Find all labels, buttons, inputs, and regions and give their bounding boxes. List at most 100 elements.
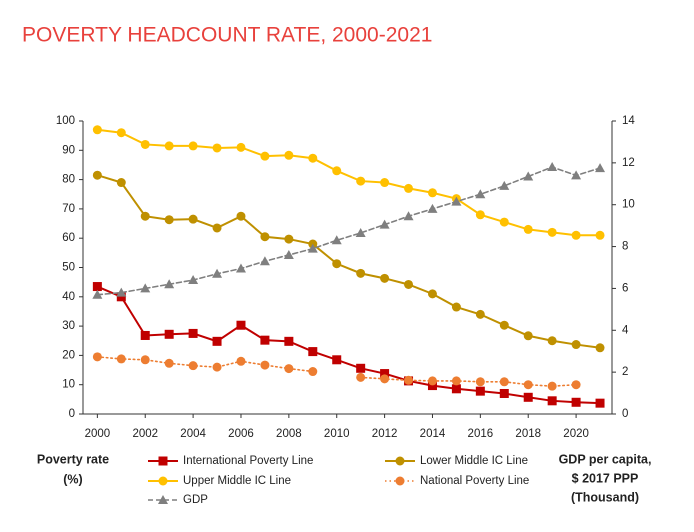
data-point [451, 196, 462, 206]
data-point [284, 234, 294, 244]
y2-tick-label: 10 [622, 199, 635, 211]
data-point [188, 214, 198, 224]
y2-tick-label: 12 [622, 157, 635, 169]
y-tick-label: 90 [62, 144, 75, 156]
y-tick-label: 60 [62, 232, 75, 244]
data-point [499, 388, 509, 398]
x-tick-label: 2000 [85, 428, 111, 440]
data-point [212, 143, 222, 153]
y-tick-label: 10 [62, 379, 75, 391]
data-point [116, 178, 126, 188]
series-line [96, 166, 601, 296]
data-point [260, 335, 270, 345]
data-point [595, 398, 605, 408]
data-point [235, 263, 246, 273]
data-point [451, 384, 461, 394]
data-point [356, 268, 366, 278]
data-point [523, 392, 533, 402]
legend-label: Upper Middle IC Line [183, 475, 291, 487]
legend-label: GDP [183, 494, 208, 506]
data-point [308, 367, 318, 377]
data-point [260, 151, 270, 161]
data-point [284, 150, 294, 160]
data-point [523, 171, 534, 181]
data-point [212, 268, 223, 278]
data-point [116, 354, 126, 364]
data-point [116, 292, 126, 302]
y-tick-label: 80 [62, 174, 75, 186]
legend-label: Lower Middle IC Line [420, 455, 528, 467]
y-tick-label: 20 [62, 349, 75, 361]
data-point [92, 282, 102, 292]
y-tick-label: 40 [62, 291, 75, 303]
x-tick-label: 2018 [515, 428, 541, 440]
y2-tick-label: 4 [622, 324, 629, 336]
y-tick-label: 70 [62, 203, 75, 215]
data-point [308, 347, 318, 357]
x-tick-label: 2020 [563, 428, 589, 440]
data-point [212, 336, 222, 346]
data-point [212, 362, 222, 372]
data-point [355, 227, 366, 237]
x-tick-label: 2014 [420, 428, 446, 440]
series-line [96, 174, 602, 349]
y-tick-label: 50 [62, 262, 75, 274]
data-point [475, 309, 485, 319]
data-point [164, 215, 174, 225]
data-point [164, 279, 175, 289]
data-point [259, 256, 270, 266]
data-point [356, 176, 366, 186]
data-point [331, 235, 342, 245]
data-point [92, 352, 102, 362]
data-point [332, 355, 342, 365]
data-point [284, 336, 294, 346]
data-point [356, 363, 366, 373]
data-point [140, 283, 151, 293]
data-point [571, 340, 581, 350]
data-point [188, 141, 198, 151]
x-tick-label: 2002 [132, 428, 158, 440]
data-point [188, 361, 198, 371]
data-point [475, 189, 486, 199]
data-point [571, 170, 582, 180]
x-tick-label: 2006 [228, 428, 254, 440]
data-point [140, 330, 150, 340]
data-point [140, 211, 150, 221]
legend-marker [395, 476, 405, 486]
data-point [284, 364, 294, 374]
data-point [140, 355, 150, 365]
legend-label: International Poverty Line [183, 455, 313, 467]
data-point [260, 232, 270, 242]
y2-tick-label: 14 [622, 115, 635, 127]
data-point [451, 376, 461, 386]
y-tick-label: 100 [56, 115, 75, 127]
data-point [188, 328, 198, 338]
data-point [499, 377, 509, 387]
data-point [427, 188, 437, 198]
data-point [308, 153, 318, 163]
data-point [499, 180, 510, 190]
data-point [523, 380, 533, 390]
data-point [379, 219, 390, 229]
data-point [283, 249, 294, 259]
data-point [404, 279, 414, 289]
data-point [380, 374, 390, 384]
data-point [188, 275, 199, 285]
x-tick-label: 2012 [372, 428, 398, 440]
data-point [116, 128, 126, 138]
data-point [475, 377, 485, 387]
y2-tick-label: 2 [622, 366, 628, 378]
data-point [404, 183, 414, 193]
data-point [307, 243, 318, 253]
data-point [164, 329, 174, 339]
data-point [475, 210, 485, 220]
data-point [332, 166, 342, 176]
x-tick-label: 2004 [180, 428, 206, 440]
data-point [236, 356, 246, 366]
data-point [164, 141, 174, 151]
data-point [427, 289, 437, 299]
data-point [380, 273, 390, 283]
data-point [380, 178, 390, 188]
data-point [547, 396, 557, 406]
